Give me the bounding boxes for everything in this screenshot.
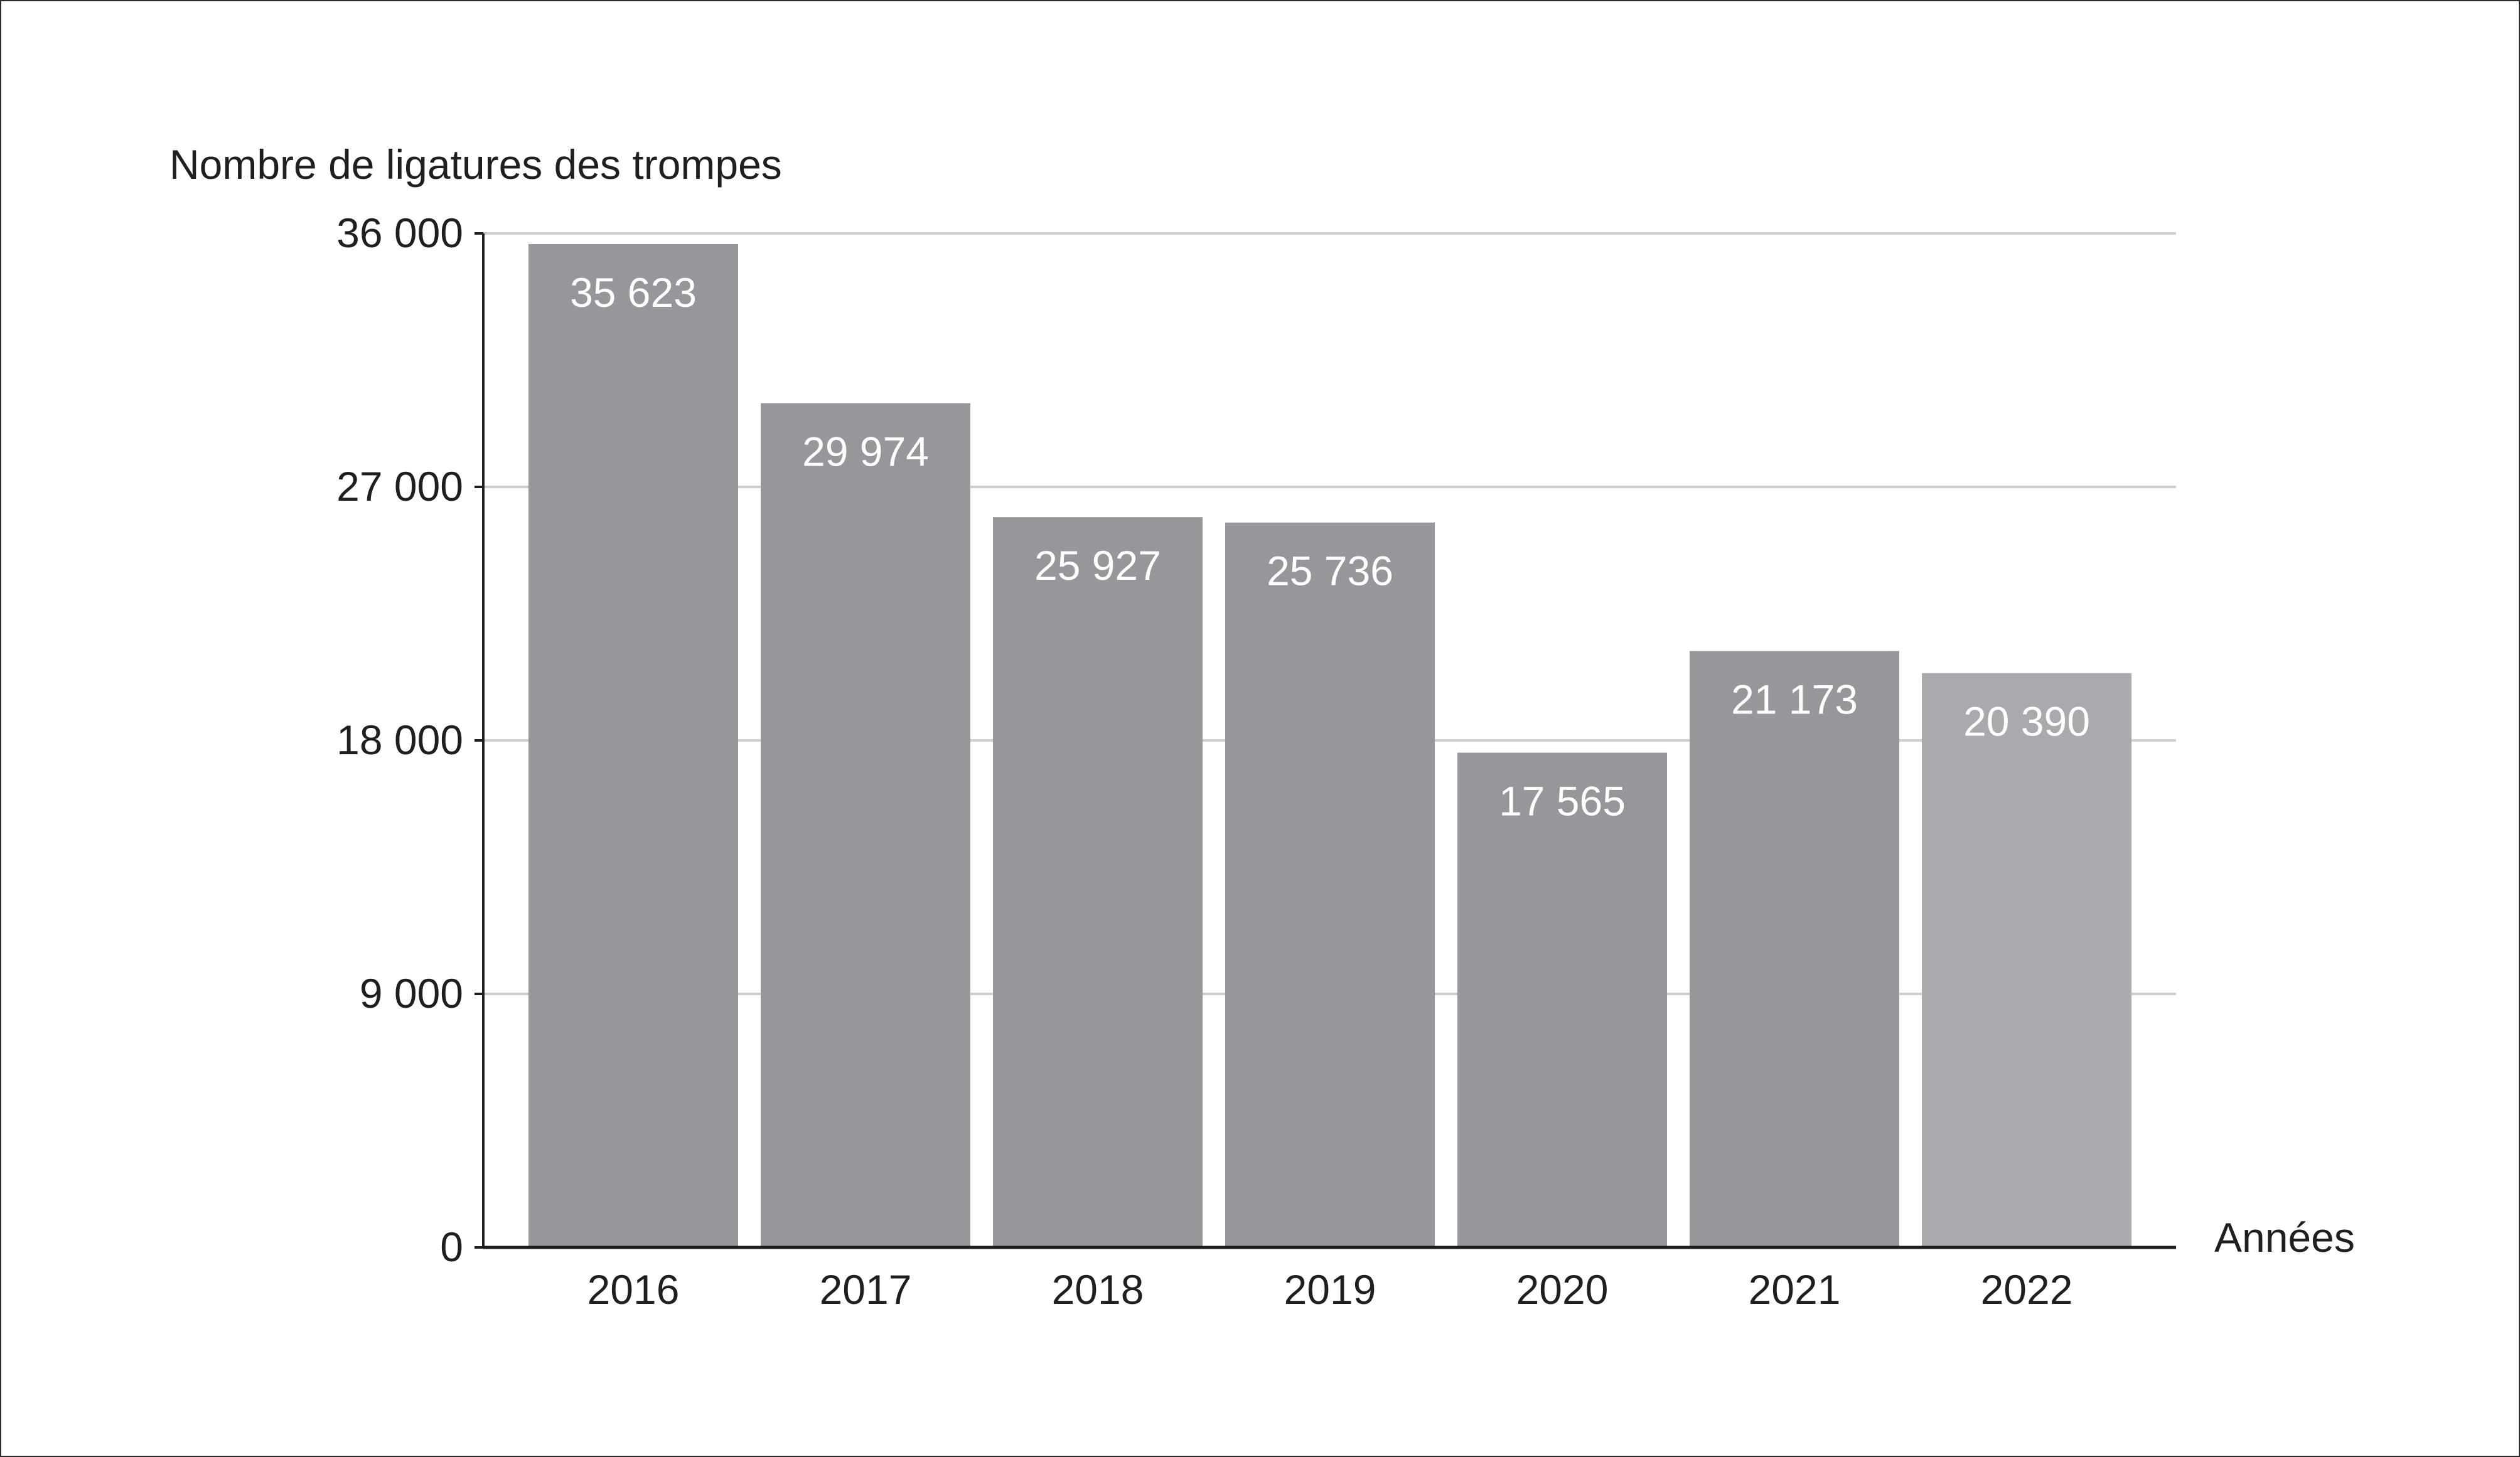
x-tick-label-2017: 2017 [820, 1266, 912, 1313]
bar-2018 [993, 517, 1203, 1247]
data-label-2021: 21 173 [1731, 676, 1858, 723]
x-tick-label-2016: 2016 [587, 1266, 680, 1313]
axes [482, 233, 2176, 1249]
x-tick-label-2022: 2022 [1981, 1266, 2073, 1313]
data-label-2020: 17 565 [1499, 778, 1626, 825]
y-tick-label: 0 [440, 1224, 463, 1270]
y-tick-label: 36 000 [336, 210, 463, 256]
bars [528, 243, 2131, 1248]
bar-2021 [1690, 651, 1899, 1247]
x-tick-label-2020: 2020 [1516, 1266, 1609, 1313]
y-axis-title: Nombre de ligatures des trompes [169, 141, 782, 188]
data-label-2022: 20 390 [1963, 698, 2090, 745]
data-label-2017: 29 974 [802, 429, 929, 475]
y-tick-label: 18 000 [336, 717, 463, 763]
bar-2020 [1457, 752, 1667, 1247]
x-tick-label-2019: 2019 [1284, 1266, 1376, 1313]
x-tick-label-2018: 2018 [1052, 1266, 1144, 1313]
bar-2019 [1225, 522, 1435, 1248]
data-label-2016: 35 623 [570, 269, 697, 316]
bar-2022 [1922, 673, 2131, 1247]
bar-2017 [761, 403, 970, 1247]
x-axis-title: Années [2214, 1214, 2355, 1261]
bar-2016 [528, 243, 738, 1248]
x-tick-label-2021: 2021 [1749, 1266, 1841, 1313]
y-tick-label: 27 000 [336, 463, 463, 510]
y-tick-label: 9 000 [360, 970, 463, 1017]
data-label-2019: 25 736 [1267, 548, 1393, 594]
data-label-2018: 25 927 [1034, 542, 1161, 589]
labels: Nombre de ligatures des trompes Années 0… [169, 141, 2355, 1313]
